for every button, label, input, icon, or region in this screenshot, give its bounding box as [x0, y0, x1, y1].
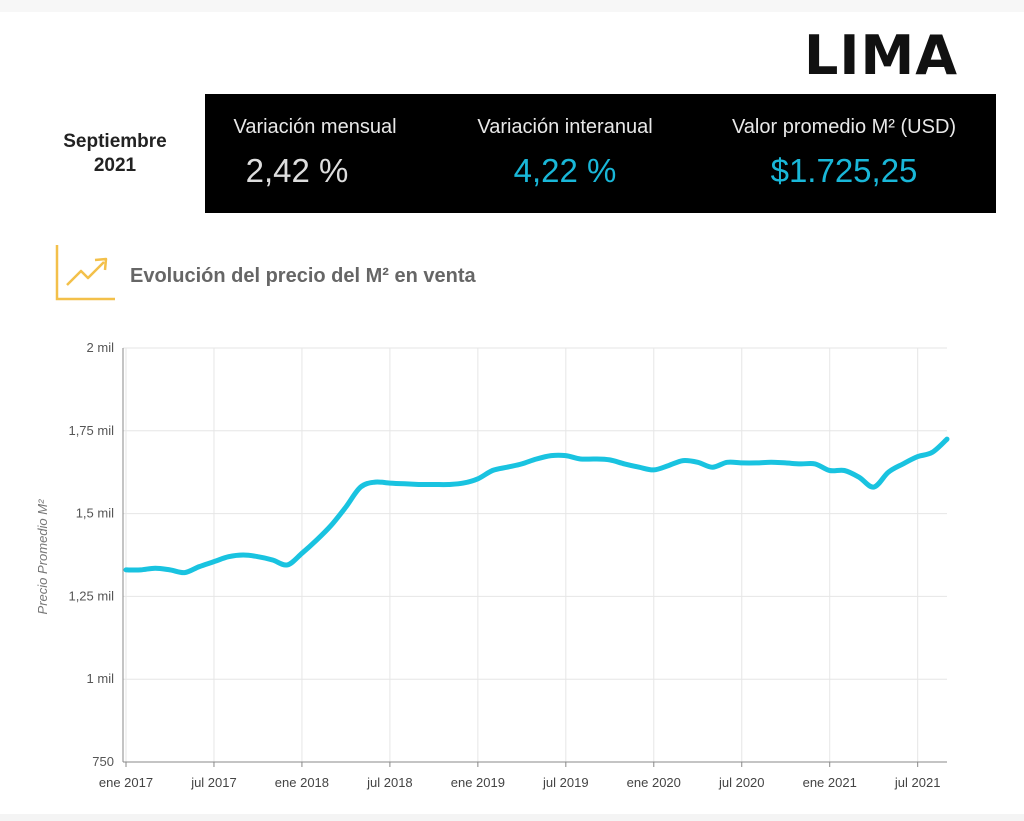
- stat-average-price: Valor promedio M² (USD) $1.725,25: [702, 94, 986, 213]
- stat-label: Valor promedio M² (USD): [731, 116, 957, 138]
- x-tick-label: jul 2017: [190, 775, 237, 790]
- stat-value: 2,42 %: [245, 152, 349, 189]
- x-tick-label: ene 2020: [627, 775, 681, 790]
- x-tick-label: jul 2021: [894, 775, 941, 790]
- x-tick-labels: ene 2017 jul 2017 ene 2018 jul 2018 ene 2019…: [99, 775, 941, 790]
- stat-monthly-variation: Variación mensual 2,42 %: [205, 94, 425, 213]
- x-tick-label: ene 2021: [803, 775, 857, 790]
- price-series-line: [123, 436, 950, 576]
- y-tick-label: 750: [92, 754, 114, 769]
- stat-value: 4,22 %: [513, 152, 617, 189]
- y-tick-label: 1,5 mil: [76, 506, 114, 521]
- top-border: [0, 0, 1024, 12]
- trending-up-icon: [55, 245, 115, 301]
- stats-panel: Variación mensual 2,42 % Variación inter…: [205, 94, 996, 213]
- x-tick-label: ene 2019: [451, 775, 505, 790]
- y-axis-label: Precio Promedio M²: [35, 499, 50, 615]
- x-tick-label: ene 2017: [99, 775, 153, 790]
- x-tick-label: jul 2019: [542, 775, 589, 790]
- price-line-chart: 750 1 mil 1,25 mil 1,5 mil 1,75 mil 2 mil ene…: [35, 340, 950, 790]
- report-date: Septiembre 2021: [40, 130, 190, 178]
- y-tick-label: 1,75 mil: [68, 423, 114, 438]
- city-title: LIMA: [803, 24, 958, 87]
- series-group: [123, 436, 950, 576]
- y-tick-label: 1,25 mil: [68, 588, 114, 603]
- bottom-border: [0, 814, 1024, 821]
- chart-title: Evolución del precio del M² en venta: [130, 265, 476, 287]
- y-tick-label: 1 mil: [87, 671, 115, 686]
- report-month: Septiembre: [63, 131, 167, 152]
- y-tick-label: 2 mil: [87, 340, 115, 355]
- y-tick-labels: 750 1 mil 1,25 mil 1,5 mil 1,75 mil 2 mil: [68, 340, 114, 769]
- axes: [122, 348, 947, 767]
- stat-label: Variación mensual: [233, 116, 397, 138]
- stat-yearly-variation: Variación interanual 4,22 %: [445, 94, 685, 213]
- stat-value: $1.725,25: [770, 152, 918, 189]
- stat-label: Variación interanual: [477, 116, 653, 138]
- report-year: 2021: [93, 155, 137, 176]
- x-tick-label: jul 2018: [366, 775, 413, 790]
- x-tick-label: ene 2018: [275, 775, 329, 790]
- x-tick-label: jul 2020: [718, 775, 765, 790]
